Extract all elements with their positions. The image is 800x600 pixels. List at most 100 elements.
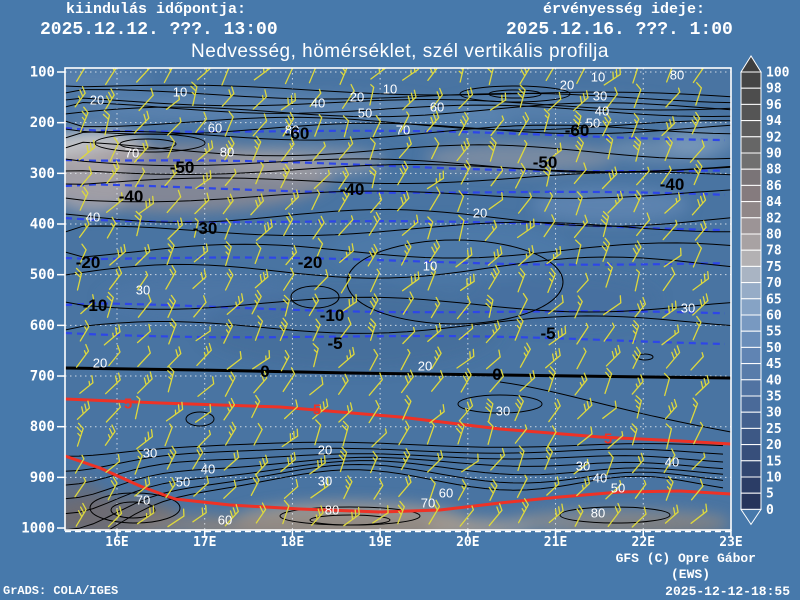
svg-text:30: 30 [136,283,150,298]
svg-text:70: 70 [766,276,782,291]
svg-text:30: 30 [681,301,695,316]
svg-text:300: 300 [30,166,55,182]
valid-time-value: 2025.12.16. ???. 1:00 [506,20,733,40]
svg-text:40: 40 [665,455,679,470]
svg-text:20: 20 [90,93,104,108]
svg-text:30: 30 [143,446,157,461]
svg-text:10: 10 [173,85,187,100]
model-credit-2: (EWS) [670,567,710,582]
red-isotherm-labels: 5 5 5 [124,395,612,447]
svg-text:20: 20 [350,90,364,105]
colorbar-segment [740,330,762,348]
svg-text:84: 84 [766,195,782,210]
svg-text:40: 40 [593,471,607,486]
svg-text:80: 80 [325,503,339,518]
colorbar-segment [740,217,762,235]
svg-text:50: 50 [766,341,782,356]
svg-text:30: 30 [496,404,510,419]
zero-degree-line [65,366,731,380]
colorbar-segment [740,492,762,510]
svg-text:-20: -20 [76,253,101,272]
init-time-value: 2025.12.12. ???. 13:00 [40,20,278,40]
svg-text:30: 30 [318,474,332,489]
svg-text:20: 20 [93,356,107,371]
svg-text:80: 80 [591,506,605,521]
svg-text:-30: -30 [193,219,218,238]
svg-text:700: 700 [30,369,55,385]
svg-text:78: 78 [766,244,782,259]
svg-text:10: 10 [423,259,437,274]
wind-barbs [74,68,710,528]
model-credit: GFS (C) Opre Gábor [615,551,756,566]
svg-text:-50: -50 [170,158,195,177]
svg-text:20: 20 [418,359,432,374]
colorbar-segment [740,411,762,429]
colorbar-segment [740,152,762,170]
svg-text:-5: -5 [540,324,555,343]
svg-text:20: 20 [766,438,782,453]
red-isotherm-lower [65,454,731,514]
colorbar-segment [740,87,762,105]
svg-text:30: 30 [576,459,590,474]
svg-text:80: 80 [766,228,782,243]
svg-text:200: 200 [30,115,55,131]
svg-text:-40: -40 [340,180,365,199]
svg-text:-5: -5 [327,334,342,353]
chart-title: Nedvesség, hömérséklet, szél vertikális … [191,41,609,62]
colorbar-segment [740,363,762,381]
svg-text:40: 40 [311,96,325,111]
svg-text:20: 20 [560,78,574,93]
svg-text:20: 20 [318,443,332,458]
svg-text:94: 94 [766,114,782,129]
svg-text:900: 900 [30,470,55,486]
valid-time-label: érvényesség ideje: [543,1,706,18]
colorbar-segment [740,427,762,446]
svg-text:50: 50 [611,481,625,496]
svg-text:40: 40 [766,373,782,388]
svg-text:82: 82 [766,211,782,226]
colorbar-segment [740,460,762,478]
svg-text:60: 60 [766,309,782,324]
svg-text:23E: 23E [719,535,742,550]
svg-text:40: 40 [201,462,215,477]
svg-text:86: 86 [766,179,782,194]
svg-text:55: 55 [766,325,782,340]
plot-border [64,67,732,531]
svg-text:0: 0 [766,503,774,518]
svg-text:-10: -10 [320,306,345,325]
svg-text:800: 800 [30,419,55,435]
svg-text:5: 5 [604,430,612,447]
colorbar-top-arrow [740,55,762,73]
svg-text:35: 35 [766,390,782,405]
svg-text:16E: 16E [105,535,128,550]
colorbar-segment [740,120,762,138]
svg-text:500: 500 [30,267,55,283]
init-time-label: kiindulás időpontja: [66,1,247,18]
colorbar-bottom-arrow [740,508,762,526]
colorbar-segment [740,168,762,186]
svg-text:-40: -40 [660,175,685,194]
svg-text:21E: 21E [544,535,567,550]
svg-text:50: 50 [176,475,190,490]
grads-credit: GrADS: COLA/IGES [3,584,119,598]
svg-text:20: 20 [473,206,487,221]
svg-text:25: 25 [766,422,782,437]
svg-text:400: 400 [30,217,55,233]
svg-text:45: 45 [766,357,782,372]
svg-text:60: 60 [208,121,222,136]
svg-text:-50: -50 [533,153,558,172]
svg-text:15: 15 [766,454,782,469]
colorbar-segment [740,249,762,267]
svg-text:-60: -60 [565,121,590,140]
colorbar-segment [740,136,762,154]
colorbar-segment [740,395,762,413]
colorbar-segment [740,379,762,397]
colorbar-segment [740,298,762,316]
svg-text:5: 5 [313,401,321,418]
svg-text:60: 60 [218,513,232,528]
svg-text:88: 88 [766,163,782,178]
